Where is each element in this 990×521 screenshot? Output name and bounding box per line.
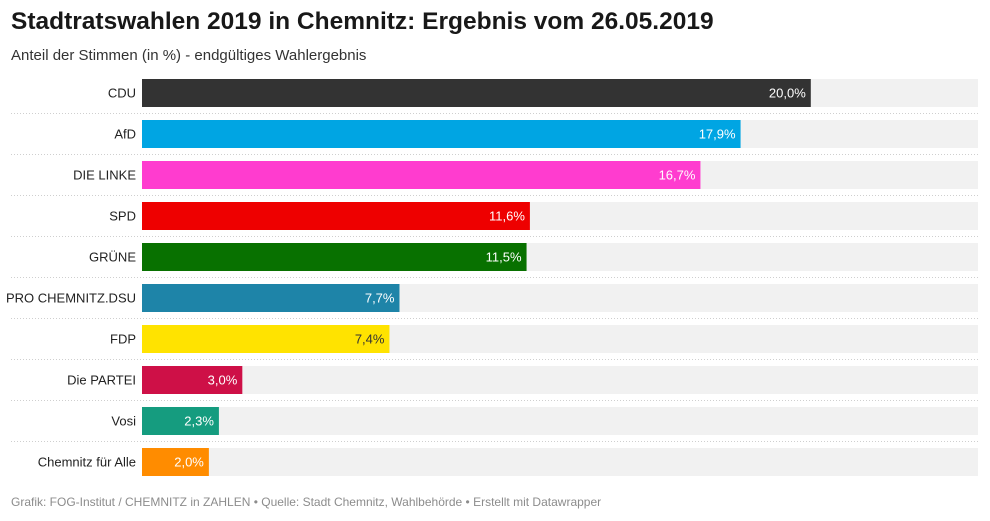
value-label: 17,9% xyxy=(699,127,736,142)
category-label: Die PARTEI xyxy=(67,373,136,388)
value-label: 2,3% xyxy=(184,414,214,429)
category-label: PRO CHEMNITZ.DSU xyxy=(6,291,136,306)
category-label: SPD xyxy=(109,209,136,224)
bar-track xyxy=(142,448,978,476)
value-label: 16,7% xyxy=(659,168,696,183)
bar xyxy=(142,161,701,189)
bar xyxy=(142,448,209,476)
value-label: 3,0% xyxy=(208,373,238,388)
bar xyxy=(142,202,530,230)
bar xyxy=(142,79,811,107)
category-label: DIE LINKE xyxy=(73,168,136,183)
bar xyxy=(142,120,741,148)
value-label: 2,0% xyxy=(174,455,204,470)
bar xyxy=(142,284,400,312)
value-label: 20,0% xyxy=(769,86,806,101)
category-label: FDP xyxy=(110,332,136,347)
category-label: GRÜNE xyxy=(89,250,136,265)
category-label: Chemnitz für Alle xyxy=(38,455,136,470)
chart-title: Stadtratswahlen 2019 in Chemnitz: Ergebn… xyxy=(11,8,714,35)
category-label: AfD xyxy=(114,127,136,142)
bar xyxy=(142,407,219,435)
value-label: 11,5% xyxy=(486,250,522,265)
bar-track xyxy=(142,366,978,394)
bar xyxy=(142,325,390,353)
bar-track xyxy=(142,407,978,435)
category-label: CDU xyxy=(108,86,136,101)
bar xyxy=(142,366,243,394)
bar xyxy=(142,243,527,271)
value-label: 11,6% xyxy=(489,209,525,224)
category-label: Vosi xyxy=(111,414,136,429)
value-label: 7,4% xyxy=(355,332,385,347)
value-label: 7,7% xyxy=(365,291,395,306)
chart-footer: Grafik: FOG-Institut / CHEMNITZ in ZAHLE… xyxy=(11,495,602,509)
bar-chart: CDU 20,0% AfD 17,9% DIE LINKE 16,7% SPD 11,6% GR… xyxy=(6,79,978,476)
chart-subtitle: Anteil der Stimmen (in %) - endgültiges … xyxy=(11,47,367,64)
